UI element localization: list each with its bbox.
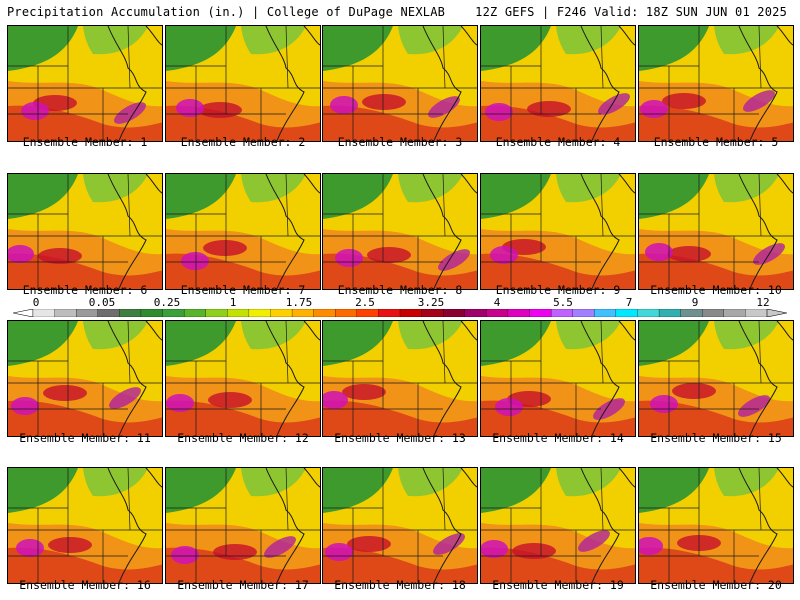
- colorbar-tick: 0.25: [153, 296, 181, 309]
- ensemble-member-label: Ensemble Member: 13: [334, 431, 466, 445]
- ensemble-member-label: Ensemble Member: 2: [180, 135, 306, 149]
- ensemble-member-map-7: [165, 173, 321, 290]
- colorbar-tick: 7: [625, 296, 633, 309]
- ensemble-member-map-15: [638, 320, 794, 437]
- ensemble-member-label: Ensemble Member: 7: [180, 283, 306, 297]
- ensemble-member-label: Ensemble Member: 18: [334, 578, 466, 592]
- ensemble-member-map-12: [165, 320, 321, 437]
- ensemble-member-map-5: [638, 25, 794, 142]
- ensemble-member-map-3: [322, 25, 478, 142]
- ensemble-member-label: Ensemble Member: 5: [653, 135, 779, 149]
- ensemble-member-map-6: [7, 173, 163, 290]
- ensemble-member-map-9: [480, 173, 636, 290]
- ensemble-member-label: Ensemble Member: 11: [19, 431, 151, 445]
- ensemble-member-label: Ensemble Member: 19: [492, 578, 624, 592]
- colorbar-tick: 1.75: [285, 296, 313, 309]
- ensemble-member-label: Ensemble Member: 10: [650, 283, 782, 297]
- colorbar-tick: 4: [493, 296, 501, 309]
- ensemble-member-label: Ensemble Member: 16: [19, 578, 151, 592]
- ensemble-member-label: Ensemble Member: 1: [22, 135, 148, 149]
- ensemble-member-map-20: [638, 467, 794, 584]
- colorbar-tick: 12: [756, 296, 770, 309]
- colorbar-tick: 0: [32, 296, 40, 309]
- colorbar-tick: 1: [229, 296, 237, 309]
- ensemble-member-map-13: [322, 320, 478, 437]
- ensemble-member-map-16: [7, 467, 163, 584]
- ensemble-member-map-4: [480, 25, 636, 142]
- ensemble-member-map-17: [165, 467, 321, 584]
- ensemble-member-label: Ensemble Member: 15: [650, 431, 782, 445]
- ensemble-member-label: Ensemble Member: 9: [495, 283, 621, 297]
- ensemble-member-label: Ensemble Member: 4: [495, 135, 621, 149]
- ensemble-member-map-2: [165, 25, 321, 142]
- ensemble-member-map-1: [7, 25, 163, 142]
- ensemble-member-map-19: [480, 467, 636, 584]
- ensemble-member-map-10: [638, 173, 794, 290]
- model-run-label: 12Z GEFS | F246 Valid: 18Z SUN JUN 01 20…: [475, 5, 787, 19]
- colorbar-tick: 2.5: [355, 296, 375, 309]
- ensemble-member-map-11: [7, 320, 163, 437]
- ensemble-member-label: Ensemble Member: 20: [650, 578, 782, 592]
- ensemble-member-label: Ensemble Member: 6: [22, 283, 148, 297]
- colorbar-tick: 0.05: [88, 296, 116, 309]
- map-title: Precipitation Accumulation (in.) | Colle…: [7, 5, 446, 19]
- ensemble-member-label: Ensemble Member: 12: [177, 431, 309, 445]
- ensemble-member-map-8: [322, 173, 478, 290]
- precipitation-colorbar: [13, 309, 787, 317]
- ensemble-member-map-18: [322, 467, 478, 584]
- ensemble-member-label: Ensemble Member: 3: [337, 135, 463, 149]
- ensemble-member-label: Ensemble Member: 17: [177, 578, 309, 592]
- ensemble-member-label: Ensemble Member: 14: [492, 431, 624, 445]
- ensemble-member-map-14: [480, 320, 636, 437]
- colorbar-tick: 9: [691, 296, 699, 309]
- ensemble-member-label: Ensemble Member: 8: [337, 283, 463, 297]
- colorbar-tick: 5.5: [553, 296, 573, 309]
- colorbar-tick: 3.25: [417, 296, 445, 309]
